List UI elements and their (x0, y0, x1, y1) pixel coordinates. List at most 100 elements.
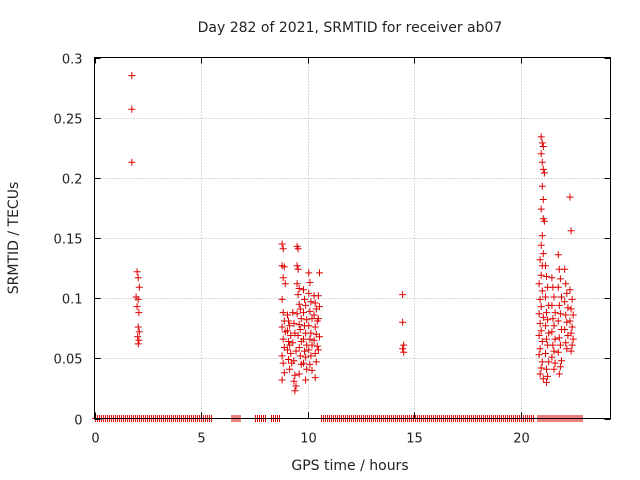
data-point (567, 305, 575, 313)
data-point (300, 359, 307, 367)
data-point (536, 370, 544, 378)
data-point (133, 303, 141, 311)
data-point (539, 165, 547, 173)
data-point (291, 387, 299, 395)
data-point (538, 232, 546, 240)
data-point (562, 311, 570, 319)
data-point (284, 311, 291, 319)
data-point (549, 341, 557, 349)
data-point (555, 370, 563, 378)
data-point (551, 309, 559, 317)
data-point (551, 359, 559, 367)
data-point (311, 299, 319, 307)
data-point (302, 376, 310, 384)
data-points (128, 72, 577, 395)
data-point (536, 345, 544, 353)
data-point (280, 369, 288, 377)
data-point (537, 133, 545, 141)
data-point (539, 143, 547, 150)
data-point (279, 274, 287, 282)
data-point (563, 289, 571, 297)
data-point (538, 358, 546, 366)
data-point (543, 378, 550, 386)
data-point (535, 351, 543, 359)
data-point (296, 305, 304, 313)
data-point (537, 150, 545, 158)
data-point (297, 315, 305, 323)
data-point (305, 346, 313, 354)
y-tick-labels: 0 0.05 0.1 0.15 0.2 0.25 0.3 (54, 53, 83, 429)
data-point (305, 269, 313, 277)
data-point (537, 303, 545, 311)
data-point (543, 335, 550, 343)
data-point (558, 293, 565, 301)
data-point (549, 315, 557, 323)
data-point (550, 293, 558, 301)
data-point (128, 158, 136, 166)
data-point (542, 322, 549, 330)
data-point (294, 332, 302, 339)
data-point (307, 298, 315, 306)
data-point (278, 295, 286, 303)
data-point (134, 295, 142, 303)
data-point (566, 286, 574, 294)
y-tick-label: 0.15 (54, 233, 83, 248)
x-tick-label: 20 (513, 432, 530, 447)
data-point (535, 280, 543, 288)
axis-ticks (94, 57, 611, 420)
data-point (289, 339, 297, 347)
y-axis-label: SRMTID / TECUs (6, 182, 22, 295)
data-point (311, 323, 319, 331)
data-point (278, 323, 286, 331)
data-point (568, 295, 576, 303)
data-point (550, 347, 558, 355)
data-point (554, 251, 562, 259)
data-point (292, 347, 300, 355)
data-point (135, 283, 143, 291)
data-point (135, 328, 143, 336)
y-tick-label: 0 (74, 414, 82, 429)
data-point (568, 323, 576, 331)
grid-lines (94, 57, 611, 419)
data-point (537, 205, 545, 213)
data-point (567, 329, 575, 337)
data-point (569, 311, 577, 319)
data-point (538, 182, 546, 190)
data-point (294, 291, 302, 299)
x-axis-label: GPS time / hours (291, 458, 408, 474)
data-point (400, 348, 408, 356)
data-point (400, 341, 408, 349)
data-point (314, 346, 322, 354)
data-point (134, 333, 142, 341)
data-point (293, 280, 301, 288)
data-point (561, 326, 569, 333)
data-point (310, 311, 318, 319)
data-point (290, 377, 298, 385)
x-tick-labels: 0 5 10 15 20 (91, 432, 529, 447)
data-point (539, 196, 547, 203)
data-point (281, 280, 289, 288)
data-point (295, 285, 303, 292)
data-point (554, 283, 562, 291)
data-point (286, 322, 294, 330)
data-point (308, 341, 316, 349)
data-point (134, 340, 142, 348)
data-point (537, 327, 545, 335)
data-point (536, 295, 544, 303)
data-point (135, 309, 143, 317)
data-point (548, 353, 556, 361)
data-point (566, 317, 574, 325)
data-point (278, 352, 286, 360)
data-point (284, 346, 291, 354)
data-point (548, 274, 556, 282)
data-point (294, 265, 302, 273)
data-point (548, 328, 556, 336)
x-tick-label: 15 (406, 432, 423, 447)
data-point (548, 301, 556, 309)
data-point (538, 158, 546, 166)
data-point (278, 376, 286, 384)
data-point (564, 304, 572, 312)
data-point (306, 360, 314, 368)
data-point (308, 315, 316, 323)
